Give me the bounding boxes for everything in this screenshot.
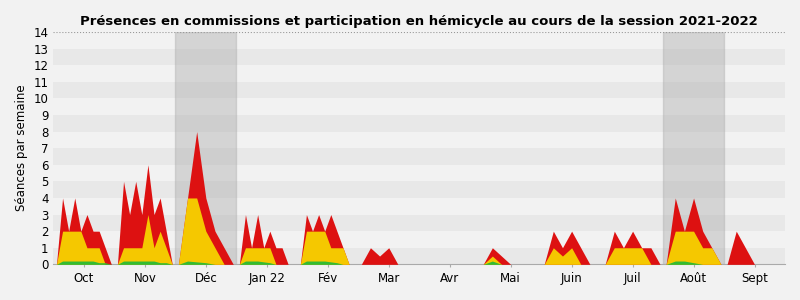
Bar <box>54 82 785 98</box>
Y-axis label: Séances par semaine: Séances par semaine <box>15 85 28 212</box>
Bar <box>54 49 785 65</box>
Bar <box>54 214 785 231</box>
Bar <box>54 248 785 264</box>
Bar <box>54 165 785 182</box>
Bar <box>54 115 785 132</box>
Bar <box>54 98 785 115</box>
Bar <box>54 132 785 148</box>
Bar <box>54 198 785 214</box>
Bar <box>175 32 236 264</box>
Bar <box>663 32 724 264</box>
Bar <box>54 148 785 165</box>
Bar <box>54 231 785 248</box>
Title: Présences en commissions et participation en hémicycle au cours de la session 20: Présences en commissions et participatio… <box>80 15 758 28</box>
Bar <box>54 32 785 49</box>
Bar <box>54 65 785 82</box>
Bar <box>54 182 785 198</box>
